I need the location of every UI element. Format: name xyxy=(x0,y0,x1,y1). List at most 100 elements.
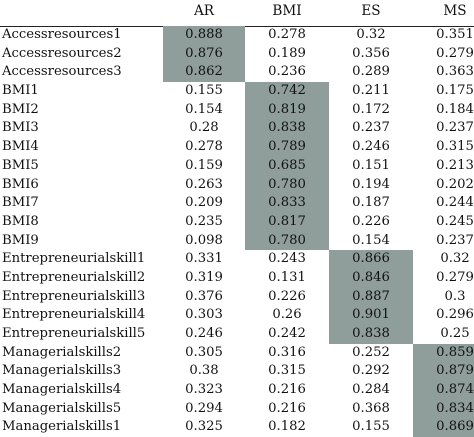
row-label: BMI6 xyxy=(2,176,39,192)
loading-cell: 0.278 xyxy=(268,27,306,42)
highlighted-loading-cell: 0.780 xyxy=(245,231,329,251)
table-row: BMI9 0.098 0.780 0.154 0.237 xyxy=(0,231,474,251)
loading-cell: 0.154 xyxy=(185,101,223,117)
table-row: BMI4 0.278 0.789 0.246 0.315 xyxy=(0,138,474,157)
loading-cell: 0.315 xyxy=(436,139,474,155)
row-label: BMI9 xyxy=(2,232,39,248)
header-cell-ms: MS xyxy=(443,3,467,19)
header-cell-bmi: BMI xyxy=(272,3,302,19)
row-label: Managerialskills5 xyxy=(2,400,122,416)
loading-cell: 0.216 xyxy=(268,400,306,416)
loading-cell: 0.368 xyxy=(352,400,390,416)
table-row: Entrepreneurialskill5 0.246 0.242 0.838 0.25 xyxy=(0,325,474,344)
table-row: Entrepreneurialskill3 0.376 0.226 0.887 0.3 xyxy=(0,287,474,307)
row-label: Accessresources3 xyxy=(2,64,122,80)
loading-cell: 0.244 xyxy=(436,195,474,211)
table-row: BMI1 0.155 0.742 0.211 0.175 xyxy=(0,82,474,101)
loading-cell: 0.131 xyxy=(268,269,306,285)
table-row: BMI6 0.263 0.780 0.194 0.202 xyxy=(0,175,474,195)
highlighted-loading-cell: 0.869 xyxy=(413,418,474,437)
table-body: Accessresources1 0.888 0.278 0.32 0.351 Acces… xyxy=(0,26,474,437)
highlighted-loading-cell: 0.838 xyxy=(245,119,329,139)
table-row: Managerialskills2 0.305 0.316 0.252 0.859 xyxy=(0,343,474,363)
loading-cell: 0.3 xyxy=(444,288,466,304)
table-row: Accessresources3 0.862 0.236 0.289 0.363 xyxy=(0,63,474,83)
loading-cell: 0.289 xyxy=(352,64,390,80)
highlighted-loading-cell: 0.846 xyxy=(329,268,413,288)
loading-cell: 0.296 xyxy=(436,307,474,323)
loading-cell: 0.32 xyxy=(356,27,386,42)
row-label: BMI3 xyxy=(2,120,39,136)
header-cell-ar: AR xyxy=(193,3,215,19)
loading-cell: 0.155 xyxy=(352,419,390,435)
row-label: BMI4 xyxy=(2,139,39,155)
row-label: Managerialskills4 xyxy=(2,382,122,398)
table-row: Managerialskills3 0.38 0.315 0.292 0.879 xyxy=(0,362,474,382)
row-label: Entrepreneurialskill3 xyxy=(2,288,146,304)
highlighted-loading-cell: 0.887 xyxy=(329,287,413,307)
table-row: Entrepreneurialskill1 0.331 0.243 0.866 0.32 xyxy=(0,250,474,269)
loading-cell: 0.213 xyxy=(436,157,474,173)
loading-cell: 0.194 xyxy=(352,176,390,192)
loading-cell: 0.159 xyxy=(185,157,223,173)
row-label: BMI8 xyxy=(2,213,39,229)
row-label: Accessresources2 xyxy=(2,45,122,61)
loading-cell: 0.242 xyxy=(268,326,306,341)
row-label: Entrepreneurialskill4 xyxy=(2,307,146,323)
loading-cell: 0.319 xyxy=(185,269,223,285)
table-row: Accessresources1 0.888 0.278 0.32 0.351 xyxy=(0,26,474,45)
loading-cell: 0.325 xyxy=(185,419,223,435)
loading-cell: 0.26 xyxy=(272,307,302,323)
table-row: Accessresources2 0.876 0.189 0.356 0.279 xyxy=(0,44,474,64)
loading-cell: 0.237 xyxy=(436,120,474,136)
loading-cell: 0.284 xyxy=(352,382,390,398)
table-row: Managerialskills5 0.294 0.216 0.368 0.834 xyxy=(0,399,474,419)
loading-cell: 0.252 xyxy=(352,344,390,360)
loading-cell: 0.211 xyxy=(352,83,390,99)
loading-cell: 0.323 xyxy=(185,382,223,398)
row-label: Entrepreneurialskill5 xyxy=(2,326,146,341)
row-label: BMI2 xyxy=(2,101,39,117)
highlighted-loading-cell: 0.876 xyxy=(163,44,245,64)
highlighted-loading-cell: 0.862 xyxy=(163,63,245,83)
highlighted-loading-cell: 0.866 xyxy=(329,250,413,269)
loading-cell: 0.187 xyxy=(352,195,390,211)
loading-cell: 0.216 xyxy=(268,382,306,398)
row-label: Entrepreneurialskill2 xyxy=(2,269,146,285)
loading-cell: 0.175 xyxy=(436,83,474,99)
loading-cell: 0.279 xyxy=(436,269,474,285)
highlighted-loading-cell: 0.901 xyxy=(329,306,413,325)
loading-cell: 0.182 xyxy=(268,419,306,435)
loading-cell: 0.294 xyxy=(185,400,223,416)
loading-cell: 0.235 xyxy=(185,213,223,229)
loading-cell: 0.154 xyxy=(352,232,390,248)
loading-cell: 0.316 xyxy=(268,344,306,360)
loading-cell: 0.356 xyxy=(352,45,390,61)
header-cell-label xyxy=(2,0,162,26)
loading-cell: 0.236 xyxy=(268,64,306,80)
loading-cell: 0.279 xyxy=(436,45,474,61)
loading-cell: 0.363 xyxy=(436,64,474,80)
loading-cell: 0.292 xyxy=(352,363,390,379)
loading-cell: 0.209 xyxy=(185,195,223,211)
highlighted-loading-cell: 0.833 xyxy=(245,194,329,213)
loading-cell: 0.278 xyxy=(185,139,223,155)
highlighted-loading-cell: 0.789 xyxy=(245,138,329,157)
highlighted-loading-cell: 0.742 xyxy=(245,82,329,101)
loading-cell: 0.263 xyxy=(185,176,223,192)
row-label: Managerialskills2 xyxy=(2,344,122,360)
header-row: AR BMI ES MS xyxy=(0,0,474,26)
loading-cell: 0.38 xyxy=(189,363,219,379)
row-label: BMI7 xyxy=(2,195,39,211)
row-label: BMI1 xyxy=(2,83,39,99)
highlighted-loading-cell: 0.874 xyxy=(413,381,474,400)
highlighted-loading-cell: 0.817 xyxy=(245,212,329,232)
loading-cell: 0.25 xyxy=(440,326,470,341)
loading-cell: 0.28 xyxy=(189,120,219,136)
loading-cell: 0.315 xyxy=(268,363,306,379)
table-row: BMI2 0.154 0.819 0.172 0.184 xyxy=(0,100,474,120)
highlighted-loading-cell: 0.819 xyxy=(245,100,329,120)
highlighted-loading-cell: 0.879 xyxy=(413,362,474,382)
row-label: Accessresources1 xyxy=(2,27,122,42)
row-label: Entrepreneurialskill1 xyxy=(2,251,146,267)
